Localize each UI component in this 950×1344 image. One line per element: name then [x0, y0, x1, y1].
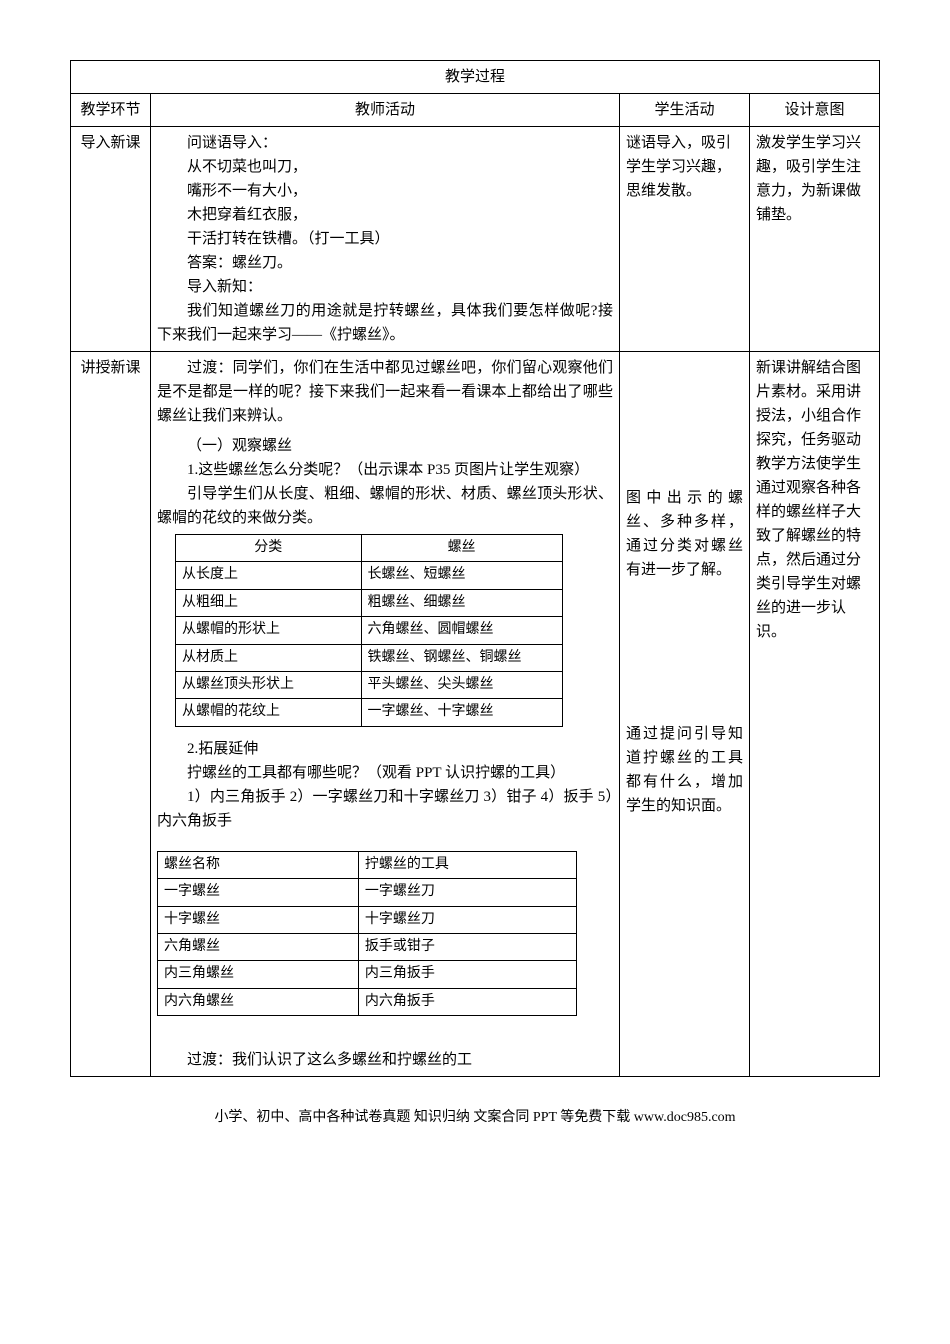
table-row: 从长度上 长螺丝、短螺丝 — [176, 562, 563, 589]
col-student-header: 学生活动 — [619, 94, 749, 127]
intro-riddle-4: 干活打转在铁槽。（打一工具） — [157, 227, 613, 251]
classify-r3c2: 六角螺丝、圆帽螺丝 — [361, 617, 562, 644]
classify-h1: 分类 — [176, 535, 362, 562]
classify-table: 分类 螺丝 从长度上 长螺丝、短螺丝 从粗细上 粗螺丝、细螺丝 从螺帽的形状上 … — [175, 534, 563, 727]
process-title-row: 教学过程 — [71, 61, 880, 94]
lecture-transition1: 过渡：同学们，你们在生活中都见过螺丝吧，你们留心观察他们是不是都是一样的呢？接下… — [157, 356, 613, 428]
tool-h2: 拧螺丝的工具 — [358, 851, 576, 878]
lecture-transition2: 过渡：我们认识了这么多螺丝和拧螺丝的工 — [157, 1048, 613, 1072]
table-row: 内六角螺丝 内六角扳手 — [158, 988, 577, 1015]
tool-r3c1: 六角螺丝 — [158, 933, 359, 960]
lecture-item2-list: 1）内三角扳手 2）一字螺丝刀和十字螺丝刀 3）钳子 4）扳手 5）内六角扳手 — [157, 785, 613, 833]
lecture-item2-q: 拧螺丝的工具都有哪些呢？（观看 PPT 认识拧螺的工具） — [157, 761, 613, 785]
table-row: 一字螺丝 一字螺丝刀 — [158, 879, 577, 906]
tool-r3c2: 扳手或钳子 — [358, 933, 576, 960]
lecture-phase: 讲授新课 — [71, 352, 151, 1077]
tool-h1: 螺丝名称 — [158, 851, 359, 878]
intro-student: 谜语导入，吸引学生学习兴趣，思维发散。 — [619, 127, 749, 352]
intro-newtext: 我们知道螺丝刀的用途就是拧转螺丝，具体我们要怎样做呢?接下来我们一起来学习——《… — [157, 299, 613, 347]
table-row: 从材质上 铁螺丝、钢螺丝、铜螺丝 — [176, 644, 563, 671]
tool-r4c1: 内三角螺丝 — [158, 961, 359, 988]
classify-h2: 螺丝 — [361, 535, 562, 562]
tool-r1c2: 一字螺丝刀 — [358, 879, 576, 906]
lecture-intent: 新课讲解结合图片素材。采用讲授法，小组合作探究，任务驱动教学方法使学生通过观察各… — [749, 352, 879, 1077]
classify-r3c1: 从螺帽的形状上 — [176, 617, 362, 644]
table-row: 从螺帽的形状上 六角螺丝、圆帽螺丝 — [176, 617, 563, 644]
lecture-student-cell: 图中出示的螺丝、多种多样，通过分类对螺丝有进一步了解。 通过提问引导知道拧螺丝的… — [619, 352, 749, 1077]
classify-r4c2: 铁螺丝、钢螺丝、铜螺丝 — [361, 644, 562, 671]
classify-r4c1: 从材质上 — [176, 644, 362, 671]
tool-r2c1: 十字螺丝 — [158, 906, 359, 933]
table-row: 从螺帽的花纹上 一字螺丝、十字螺丝 — [176, 699, 563, 726]
intro-riddle-lead: 问谜语导入： — [157, 131, 613, 155]
tool-r2c2: 十字螺丝刀 — [358, 906, 576, 933]
col-intent-header: 设计意图 — [749, 94, 879, 127]
classify-r2c1: 从粗细上 — [176, 589, 362, 616]
intro-leadnew: 导入新知： — [157, 275, 613, 299]
tool-r4c2: 内三角扳手 — [358, 961, 576, 988]
table-row: 六角螺丝 扳手或钳子 — [158, 933, 577, 960]
intro-answer: 答案：螺丝刀。 — [157, 251, 613, 275]
classify-r5c2: 平头螺丝、尖头螺丝 — [361, 671, 562, 698]
lecture-s1-guide: 引导学生们从长度、粗细、螺帽的形状、材质、螺丝顶头形状、螺帽的花纹的来做分类。 — [157, 482, 613, 530]
lecture-student2: 通过提问引导知道拧螺丝的工具都有什么，增加学生的知识面。 — [626, 722, 743, 818]
page-footer: 小学、初中、高中各种试卷真题 知识归纳 文案合同 PPT 等免费下载 www.d… — [70, 1107, 880, 1129]
intro-intent: 激发学生学习兴趣，吸引学生注意力，为新课做铺垫。 — [749, 127, 879, 352]
table-row: 从粗细上 粗螺丝、细螺丝 — [176, 589, 563, 616]
lecture-student1: 图中出示的螺丝、多种多样，通过分类对螺丝有进一步了解。 — [626, 486, 743, 582]
col-phase-header: 教学环节 — [71, 94, 151, 127]
lecture-s1-item1: 1.这些螺丝怎么分类呢？（出示课本 P35 页图片让学生观察） — [157, 458, 613, 482]
classify-r6c1: 从螺帽的花纹上 — [176, 699, 362, 726]
lecture-section1-title: （一）观察螺丝 — [157, 434, 613, 458]
tool-table: 螺丝名称 拧螺丝的工具 一字螺丝 一字螺丝刀 十字螺丝 十字螺丝刀 六角螺丝 扳… — [157, 851, 577, 1016]
table-row: 内三角螺丝 内三角扳手 — [158, 961, 577, 988]
lecture-item2-title: 2.拓展延伸 — [157, 737, 613, 761]
column-header-row: 教学环节 教师活动 学生活动 设计意图 — [71, 94, 880, 127]
process-title: 教学过程 — [71, 61, 880, 94]
classify-header-row: 分类 螺丝 — [176, 535, 563, 562]
table-row: 十字螺丝 十字螺丝刀 — [158, 906, 577, 933]
table-row: 从螺丝顶头形状上 平头螺丝、尖头螺丝 — [176, 671, 563, 698]
lecture-row: 讲授新课 过渡：同学们，你们在生活中都见过螺丝吧，你们留心观察他们是不是都是一样… — [71, 352, 880, 1077]
classify-r6c2: 一字螺丝、十字螺丝 — [361, 699, 562, 726]
intro-riddle-3: 木把穿着红衣服， — [157, 203, 613, 227]
intro-riddle-2: 嘴形不一有大小， — [157, 179, 613, 203]
classify-r1c1: 从长度上 — [176, 562, 362, 589]
intro-phase: 导入新课 — [71, 127, 151, 352]
classify-r1c2: 长螺丝、短螺丝 — [361, 562, 562, 589]
tool-r5c1: 内六角螺丝 — [158, 988, 359, 1015]
tool-r5c2: 内六角扳手 — [358, 988, 576, 1015]
lecture-teacher-cell: 过渡：同学们，你们在生活中都见过螺丝吧，你们留心观察他们是不是都是一样的呢？接下… — [151, 352, 620, 1077]
classify-r5c1: 从螺丝顶头形状上 — [176, 671, 362, 698]
intro-riddle-1: 从不切菜也叫刀， — [157, 155, 613, 179]
tool-r1c1: 一字螺丝 — [158, 879, 359, 906]
col-teacher-header: 教师活动 — [151, 94, 620, 127]
intro-teacher-cell: 问谜语导入： 从不切菜也叫刀， 嘴形不一有大小， 木把穿着红衣服， 干活打转在铁… — [151, 127, 620, 352]
tool-header-row: 螺丝名称 拧螺丝的工具 — [158, 851, 577, 878]
intro-row: 导入新课 问谜语导入： 从不切菜也叫刀， 嘴形不一有大小， 木把穿着红衣服， 干… — [71, 127, 880, 352]
lesson-plan-table: 教学过程 教学环节 教师活动 学生活动 设计意图 导入新课 问谜语导入： 从不切… — [70, 60, 880, 1077]
classify-r2c2: 粗螺丝、细螺丝 — [361, 589, 562, 616]
